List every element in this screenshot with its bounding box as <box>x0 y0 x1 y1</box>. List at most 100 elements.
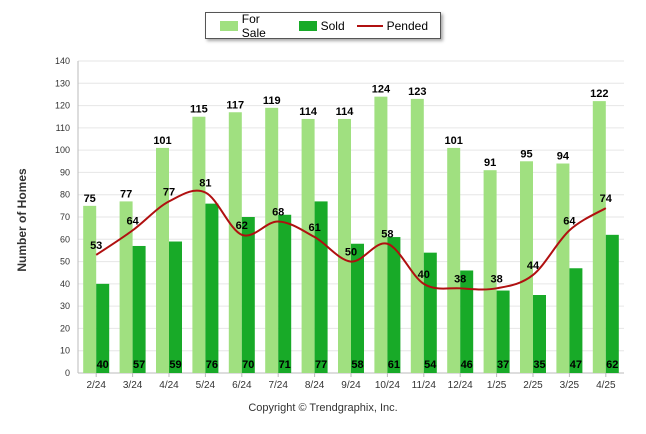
data-label-pended: 44 <box>527 260 540 272</box>
y-tick-label: 100 <box>55 145 70 155</box>
x-tick-label: 6/24 <box>232 380 252 391</box>
data-label-pended: 61 <box>308 222 320 234</box>
bar-for-sale <box>483 170 497 373</box>
bar-for-sale <box>374 96 388 374</box>
legend-label-sold: Sold <box>320 18 345 33</box>
bar-sold <box>241 217 255 373</box>
data-label-pended: 38 <box>490 273 502 285</box>
bar-for-sale <box>447 147 461 373</box>
bar-for-sale <box>192 116 206 373</box>
data-label-for-sale: 115 <box>190 104 208 116</box>
bar-for-sale <box>410 98 424 373</box>
x-tick-label: 7/24 <box>268 380 288 391</box>
bar-for-sale <box>592 101 606 373</box>
line-pended <box>95 189 607 291</box>
legend-item-sold[interactable]: Sold <box>298 18 345 33</box>
bar-for-sale <box>301 118 315 373</box>
data-label-pended: 77 <box>163 186 175 198</box>
y-tick-label: 80 <box>60 190 70 200</box>
x-tick-label: 3/24 <box>123 380 143 391</box>
data-label-pended: 40 <box>418 269 430 281</box>
bar-sold <box>351 243 364 373</box>
x-tick-label: 10/24 <box>375 380 400 391</box>
y-tick-label: 60 <box>60 234 70 244</box>
bar-sold <box>132 245 146 373</box>
x-tick-label: 5/24 <box>196 380 216 391</box>
data-label-pended: 50 <box>345 247 357 259</box>
x-tick-label: 3/25 <box>560 380 580 391</box>
data-label-sold: 71 <box>279 359 291 371</box>
y-tick-label: 30 <box>60 301 70 311</box>
bar-sold <box>96 283 110 373</box>
x-tick-label: 2/25 <box>523 380 543 391</box>
data-label-pended: 81 <box>199 177 211 189</box>
data-label-sold: 54 <box>424 359 437 371</box>
data-label-sold: 77 <box>315 359 327 371</box>
bar-sold <box>205 203 219 373</box>
legend-swatch-for-sale <box>220 20 238 31</box>
y-tick-label: 40 <box>60 279 70 289</box>
legend-item-pended[interactable]: Pended <box>356 18 428 33</box>
data-label-pended: 58 <box>381 229 393 241</box>
data-label-for-sale: 124 <box>372 84 391 96</box>
y-tick-label: 120 <box>55 101 70 111</box>
x-tick-label: 2/24 <box>86 380 106 391</box>
chart-legend: For Sale Sold Pended <box>205 12 441 40</box>
bar-sold <box>387 237 401 373</box>
bar-sold <box>533 295 546 373</box>
data-label-for-sale: 114 <box>336 106 355 118</box>
y-tick-label: 130 <box>55 78 70 88</box>
legend-item-for-sale[interactable]: For Sale <box>220 12 287 40</box>
data-label-for-sale: 91 <box>484 157 496 169</box>
x-tick-label: 8/24 <box>305 380 325 391</box>
data-label-pended: 62 <box>236 220 248 232</box>
data-label-sold: 37 <box>497 359 509 371</box>
bar-sold <box>278 214 292 373</box>
bar-for-sale <box>556 163 570 373</box>
data-label-for-sale: 75 <box>84 193 96 205</box>
data-label-sold: 58 <box>351 359 363 371</box>
data-label-for-sale: 94 <box>557 151 570 163</box>
data-label-for-sale: 122 <box>590 88 608 100</box>
data-label-pended: 64 <box>563 215 576 227</box>
y-tick-label: 70 <box>60 212 70 222</box>
copyright-text: Copyright © Trendgraphix, Inc. <box>248 402 398 414</box>
data-label-for-sale: 114 <box>299 106 318 118</box>
data-label-pended: 38 <box>454 273 466 285</box>
data-label-for-sale: 117 <box>226 99 244 111</box>
data-label-sold: 57 <box>133 359 145 371</box>
y-tick-label: 50 <box>60 257 70 267</box>
legend-label-pended: Pended <box>386 18 428 33</box>
bar-sold <box>605 234 619 373</box>
data-label-for-sale: 101 <box>445 135 463 147</box>
bar-for-sale <box>156 147 169 373</box>
y-tick-label: 140 <box>55 56 70 66</box>
y-tick-label: 10 <box>60 346 70 356</box>
y-tick-label: 20 <box>60 323 70 333</box>
data-label-sold: 35 <box>533 359 545 371</box>
y-tick-label: 110 <box>56 123 70 133</box>
x-tick-label: 4/24 <box>159 380 179 391</box>
data-label-sold: 59 <box>169 359 181 371</box>
data-label-sold: 70 <box>242 359 254 371</box>
bar-sold <box>569 268 583 373</box>
data-label-sold: 62 <box>606 359 618 371</box>
x-tick-label: 9/24 <box>341 380 361 391</box>
data-label-pended: 64 <box>126 215 139 227</box>
bar-for-sale <box>228 112 242 373</box>
data-label-pended: 68 <box>272 206 284 218</box>
legend-swatch-sold <box>298 20 317 31</box>
data-label-pended: 53 <box>90 240 102 252</box>
data-label-sold: 76 <box>206 359 218 371</box>
bar-for-sale <box>338 118 351 373</box>
bar-sold <box>423 252 437 373</box>
bar-for-sale <box>265 107 279 374</box>
bar-sold <box>460 270 474 373</box>
data-label-sold: 40 <box>97 359 109 371</box>
data-label-pended: 74 <box>600 193 613 205</box>
x-tick-label: 4/25 <box>596 380 616 391</box>
data-label-for-sale: 119 <box>263 95 281 107</box>
legend-line-pended <box>356 24 383 27</box>
bar-for-sale <box>119 201 133 373</box>
